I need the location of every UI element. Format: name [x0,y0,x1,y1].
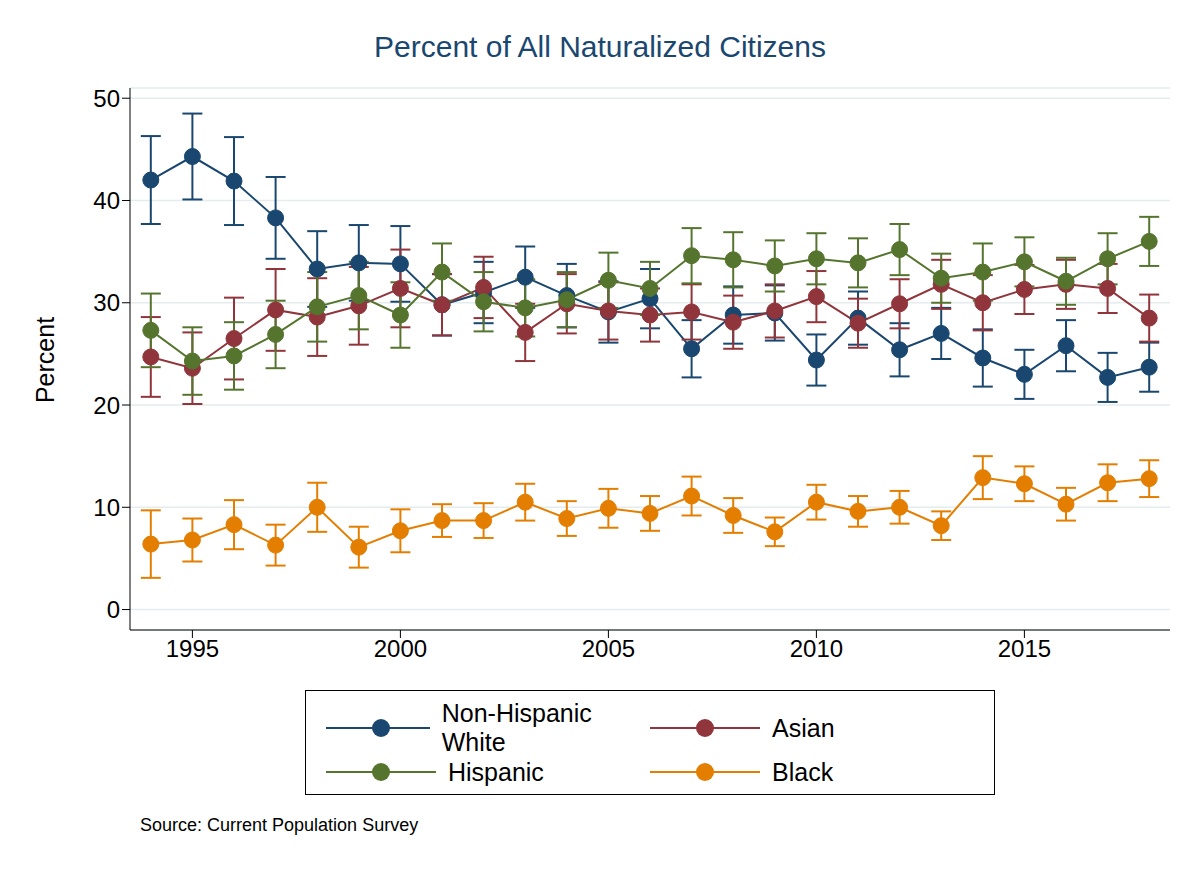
svg-text:0: 0 [107,596,120,623]
svg-text:2015: 2015 [998,635,1051,662]
svg-text:1995: 1995 [166,635,219,662]
html-text:Asian: Asian [772,713,835,742]
html-text:Source: Current Population Sur: Source: Current Population Survey [140,815,419,835]
html-text:Percent: Percent [30,316,59,404]
svg-text:2005: 2005 [582,635,635,662]
svg-text:40: 40 [93,187,120,214]
svg-text:10: 10 [93,494,120,521]
svg-text:50: 50 [93,85,120,112]
svg-text:2010: 2010 [790,635,843,662]
html-text:Percent of All Naturalized Cit: Percent of All Naturalized Citizens [374,30,826,63]
svg-text:20: 20 [93,392,120,419]
html-text:Black: Black [772,757,834,786]
html-text:Hispanic: Hispanic [448,757,544,786]
svg-text:2000: 2000 [374,635,427,662]
svg-text:30: 30 [93,289,120,316]
html-text:Non-Hispanic White: Non-Hispanic White [441,699,592,756]
